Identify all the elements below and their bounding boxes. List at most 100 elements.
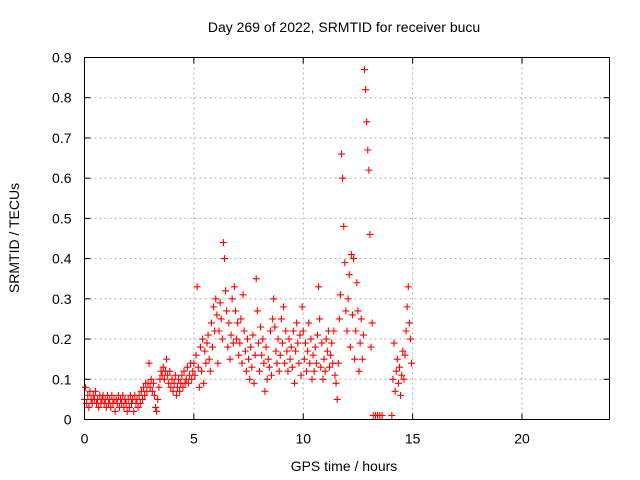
data-point [397, 391, 405, 399]
data-point [178, 371, 186, 379]
data-point [335, 315, 343, 323]
data-point [254, 339, 262, 347]
data-point [205, 355, 213, 363]
data-point [368, 319, 376, 327]
data-point [346, 343, 354, 351]
data-point [359, 331, 367, 339]
data-point [404, 283, 412, 291]
data-point [219, 239, 227, 247]
data-point [225, 319, 233, 327]
data-point [252, 275, 260, 283]
data-point [301, 339, 309, 347]
data-point [191, 371, 199, 379]
data-point [256, 367, 263, 375]
x-tick-label: 5 [190, 431, 198, 447]
data-point [242, 367, 250, 375]
data-point [286, 355, 294, 363]
data-point [336, 291, 344, 299]
data-point [389, 375, 397, 383]
data-point [401, 351, 409, 359]
data-point [250, 379, 258, 387]
data-point [233, 335, 241, 343]
data-point [313, 331, 321, 339]
data-point [188, 375, 196, 383]
data-point [249, 331, 257, 339]
data-point [152, 403, 160, 411]
data-point [221, 255, 228, 263]
data-point [204, 331, 212, 339]
data-point [333, 395, 341, 403]
data-point [345, 271, 353, 279]
data-point [227, 331, 235, 339]
data-point [238, 359, 246, 367]
data-point [400, 375, 408, 383]
data-point [125, 403, 133, 411]
data-point [276, 351, 284, 359]
data-point [351, 355, 359, 363]
data-point [278, 339, 286, 347]
x-tick-label: 10 [295, 431, 311, 447]
data-point [154, 395, 162, 403]
data-point [166, 367, 174, 375]
data-point [243, 335, 251, 343]
data-point [312, 359, 320, 367]
data-point [163, 355, 171, 363]
data-point [343, 327, 351, 335]
data-point [223, 307, 231, 315]
data-point [95, 403, 103, 411]
data-point [361, 66, 368, 74]
data-point [308, 375, 316, 383]
data-point [190, 359, 198, 367]
data-point [226, 355, 234, 363]
data-point [149, 379, 157, 387]
data-point [153, 407, 161, 415]
data-point [218, 335, 226, 343]
y-tick-label: 0 [64, 412, 72, 428]
data-point [134, 403, 142, 411]
data-point [201, 347, 209, 355]
y-tick-label: 0.1 [52, 371, 72, 387]
data-point [228, 295, 236, 303]
data-point [280, 303, 288, 311]
x-tick-label: 15 [405, 431, 421, 447]
data-point [212, 295, 220, 303]
data-point [119, 391, 127, 399]
data-point [338, 150, 346, 158]
data-point [231, 307, 239, 315]
axis-tick-labels: 0 0.1 0.2 0.3 0.4 0.5 0.6 0.7 0.8 0.9 0 5 10 15 20 [52, 50, 530, 447]
data-point [268, 371, 276, 379]
data-point [202, 359, 210, 367]
data-point [282, 327, 290, 335]
data-point [248, 363, 256, 371]
data-point [82, 383, 90, 391]
data-point [402, 327, 410, 335]
data-point [300, 355, 308, 363]
data-point [147, 375, 155, 383]
data-point [393, 355, 401, 363]
data-point [316, 315, 324, 323]
data-point [350, 255, 358, 263]
data-point [236, 339, 244, 347]
data-point [262, 343, 270, 351]
data-point [344, 295, 352, 303]
data-point [321, 367, 329, 375]
data-point [208, 343, 216, 351]
data-point [315, 283, 323, 291]
data-point [363, 118, 371, 126]
data-point [168, 375, 176, 383]
y-tick-label: 0.8 [52, 90, 72, 106]
data-point [259, 335, 267, 343]
data-point [263, 375, 271, 383]
data-point [357, 315, 365, 323]
data-point [111, 407, 119, 415]
data-point [222, 287, 230, 295]
data-point [408, 359, 416, 367]
data-point [145, 359, 153, 367]
data-point [240, 327, 248, 335]
data-point [295, 359, 303, 367]
data-point [141, 391, 149, 399]
data-point [272, 347, 280, 355]
data-point [334, 359, 342, 367]
data-point [396, 363, 403, 371]
data-point [391, 387, 399, 395]
